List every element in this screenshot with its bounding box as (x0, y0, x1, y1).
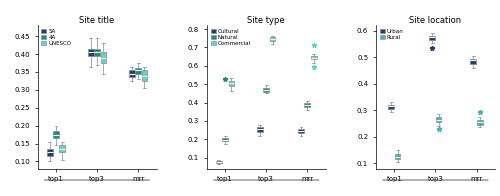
PathPatch shape (394, 154, 400, 159)
PathPatch shape (129, 70, 134, 77)
PathPatch shape (298, 129, 304, 133)
Title: Site title: Site title (80, 16, 114, 25)
PathPatch shape (60, 145, 65, 152)
Title: Site type: Site type (248, 16, 285, 25)
PathPatch shape (136, 68, 141, 74)
PathPatch shape (94, 49, 100, 56)
PathPatch shape (270, 37, 276, 41)
Legend: 5A, 4A, UNESCO: 5A, 4A, UNESCO (40, 28, 72, 47)
PathPatch shape (222, 138, 228, 141)
PathPatch shape (53, 131, 59, 138)
PathPatch shape (228, 81, 234, 86)
PathPatch shape (304, 103, 310, 107)
Legend: Urban, Rural: Urban, Rural (378, 28, 405, 41)
PathPatch shape (257, 127, 263, 132)
PathPatch shape (311, 56, 316, 59)
PathPatch shape (47, 149, 52, 156)
Legend: Cultural, Natural, Commercial: Cultural, Natural, Commercial (210, 28, 252, 47)
PathPatch shape (88, 49, 94, 56)
PathPatch shape (264, 88, 269, 92)
PathPatch shape (388, 105, 394, 109)
PathPatch shape (477, 120, 482, 125)
PathPatch shape (436, 117, 442, 122)
PathPatch shape (142, 70, 148, 81)
PathPatch shape (216, 161, 222, 163)
Title: Site location: Site location (410, 16, 462, 25)
PathPatch shape (470, 59, 476, 64)
PathPatch shape (100, 52, 106, 63)
PathPatch shape (430, 36, 435, 40)
